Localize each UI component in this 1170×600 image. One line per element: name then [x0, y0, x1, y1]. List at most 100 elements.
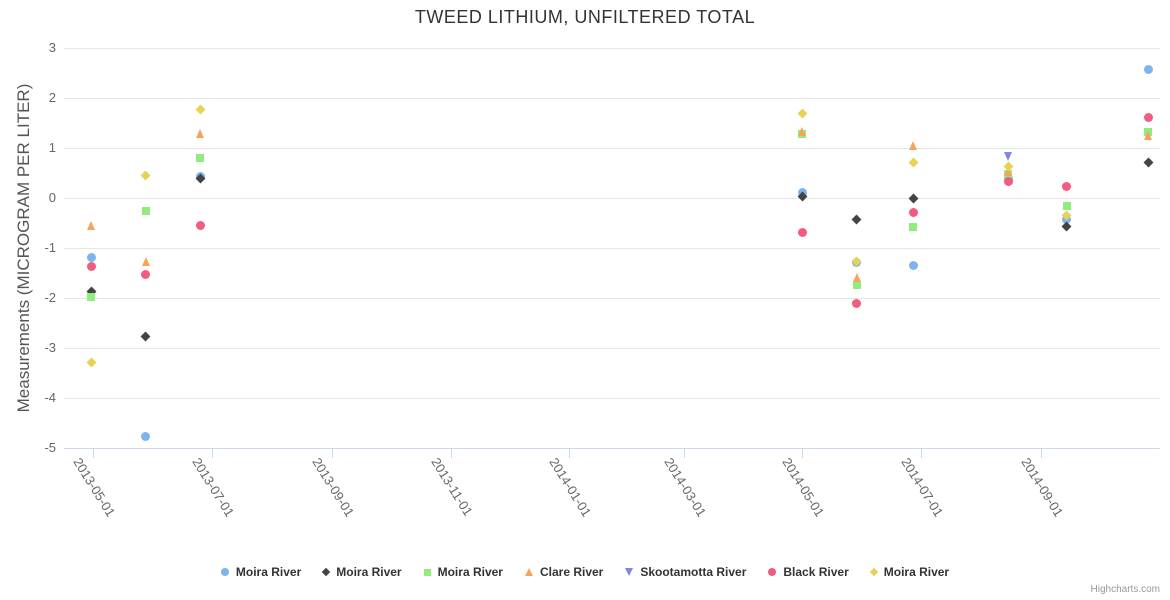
data-point[interactable] — [796, 226, 808, 238]
data-point[interactable] — [851, 297, 863, 309]
data-point[interactable] — [85, 260, 97, 272]
data-point[interactable] — [907, 156, 919, 168]
x-axis-tick-label: 2014-09-01 — [1018, 455, 1067, 520]
data-point[interactable] — [1061, 209, 1073, 221]
legend-item[interactable]: Moira River — [423, 565, 503, 579]
legend-item[interactable]: Moira River — [869, 565, 950, 579]
x-axis-tick — [1041, 449, 1043, 458]
x-axis-tick-label: 2013-09-01 — [309, 455, 358, 520]
data-point[interactable] — [194, 127, 206, 139]
triangle-marker-icon — [909, 140, 918, 150]
legend-item-label: Moira River — [235, 565, 302, 579]
triangle-marker-icon — [1004, 166, 1013, 176]
data-point[interactable] — [140, 268, 152, 280]
x-axis-tick — [802, 449, 804, 458]
data-point[interactable] — [140, 255, 152, 267]
x-axis-tick — [332, 449, 334, 458]
legend-item-label: Moira River — [883, 565, 950, 579]
y-axis-tick-label: 0 — [48, 190, 56, 205]
legend-item[interactable]: Clare River — [524, 565, 603, 579]
legend: Moira River Moira River Moira River Clare R… — [0, 561, 1170, 583]
y-axis-tick-label: -5 — [44, 440, 56, 455]
data-point[interactable] — [1061, 220, 1073, 232]
data-point[interactable] — [1142, 129, 1154, 141]
diamond-marker-icon — [1003, 161, 1014, 171]
data-point[interactable] — [796, 107, 808, 119]
data-point[interactable] — [1002, 175, 1014, 187]
data-point[interactable] — [1002, 150, 1014, 162]
data-point[interactable] — [1142, 63, 1154, 75]
data-point[interactable] — [851, 213, 863, 225]
circle-marker-icon — [86, 261, 96, 271]
data-point[interactable] — [851, 255, 863, 267]
triangle-down-marker-icon — [1004, 151, 1013, 161]
x-axis-tick — [211, 449, 213, 458]
data-point[interactable] — [851, 279, 863, 291]
y-gridline — [64, 148, 1160, 149]
data-point[interactable] — [851, 271, 863, 283]
legend-item[interactable]: Black River — [768, 565, 849, 579]
legend-item[interactable]: Moira River — [220, 565, 302, 579]
y-axis-tick-label: 1 — [48, 140, 56, 155]
data-point[interactable] — [907, 139, 919, 151]
triangle-marker-icon — [1144, 130, 1153, 140]
credits-link[interactable]: Highcharts.com — [1090, 584, 1160, 595]
data-point[interactable] — [194, 172, 206, 184]
diamond-marker-icon — [1061, 210, 1072, 220]
data-point[interactable] — [796, 125, 808, 137]
diamond-marker-icon — [851, 256, 862, 266]
data-point[interactable] — [85, 356, 97, 368]
x-axis-line — [64, 448, 1160, 449]
data-point[interactable] — [1142, 156, 1154, 168]
circle-marker-icon — [908, 207, 918, 217]
legend-circle-icon — [768, 568, 777, 576]
legend-diamond-icon — [322, 567, 331, 577]
data-point[interactable] — [907, 221, 919, 233]
data-point[interactable] — [907, 206, 919, 218]
diamond-marker-icon — [851, 214, 862, 224]
data-point[interactable] — [1002, 160, 1014, 172]
data-point[interactable] — [194, 219, 206, 231]
data-point[interactable] — [194, 103, 206, 115]
data-point[interactable] — [140, 205, 152, 217]
data-point[interactable] — [907, 259, 919, 271]
circle-marker-icon — [141, 431, 151, 441]
circle-marker-icon — [1143, 112, 1153, 122]
y-axis-tick-label: 3 — [48, 40, 56, 55]
data-point[interactable] — [140, 330, 152, 342]
data-point[interactable] — [85, 291, 97, 303]
data-point[interactable] — [1142, 111, 1154, 123]
legend-item-label: Moira River — [336, 565, 402, 579]
data-point[interactable] — [194, 152, 206, 164]
square-marker-icon — [852, 281, 861, 289]
data-point[interactable] — [140, 169, 152, 181]
data-point[interactable] — [85, 251, 97, 263]
square-marker-icon — [87, 293, 96, 301]
y-axis-tick-label: -4 — [44, 390, 56, 405]
diamond-marker-icon — [195, 104, 205, 114]
x-axis-tick-label: 2014-01-01 — [546, 455, 595, 520]
data-point[interactable] — [85, 219, 97, 231]
x-axis-tick — [683, 449, 685, 458]
legend-item[interactable]: Skootamotta River — [625, 565, 746, 579]
y-axis-tick-label: -2 — [44, 290, 56, 305]
data-point[interactable] — [1061, 200, 1073, 212]
data-point[interactable] — [796, 190, 808, 202]
x-axis-tick-label: 2014-07-01 — [898, 455, 947, 520]
triangle-marker-icon — [852, 272, 861, 282]
data-point[interactable] — [1002, 165, 1014, 177]
legend-item-label: Moira River — [437, 565, 503, 579]
y-gridline — [64, 298, 1160, 299]
y-gridline — [64, 248, 1160, 249]
data-point[interactable] — [1061, 180, 1073, 192]
x-axis-tick-label: 2013-11-01 — [427, 455, 476, 519]
x-axis-tick-label: 2014-05-01 — [779, 455, 828, 520]
square-marker-icon — [909, 223, 918, 231]
y-gridline — [64, 48, 1160, 49]
circle-marker-icon — [1062, 181, 1072, 191]
data-point[interactable] — [140, 430, 152, 442]
data-point[interactable] — [907, 192, 919, 204]
legend-item[interactable]: Moira River — [322, 565, 402, 579]
x-axis-tick — [93, 449, 95, 458]
